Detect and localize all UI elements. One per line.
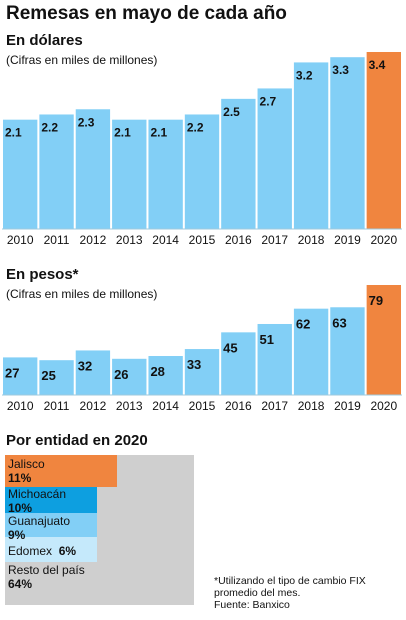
resto-value: 64% bbox=[8, 577, 33, 591]
michoacan-value: 10% bbox=[8, 501, 33, 515]
tick-label-2012: 2012 bbox=[80, 399, 107, 413]
guanajuato-value: 9% bbox=[8, 528, 26, 542]
value-label-2017: 2.7 bbox=[260, 94, 277, 108]
edomex-label: Edomex 6% bbox=[8, 544, 76, 558]
michoacan-label: Michoacán 10% bbox=[8, 487, 66, 515]
value-label-2020: 79 bbox=[369, 293, 383, 308]
value-label-2019: 3.3 bbox=[332, 63, 349, 77]
value-label-2013: 2.1 bbox=[114, 126, 131, 140]
value-label-2014: 28 bbox=[150, 364, 164, 379]
edomex-name: Edomex bbox=[8, 544, 53, 558]
bar-2016 bbox=[221, 98, 256, 230]
bar-2016 bbox=[221, 332, 256, 395]
bar-2020 bbox=[366, 285, 401, 395]
value-label-2010: 2.1 bbox=[5, 126, 22, 140]
tick-label-2019: 2019 bbox=[334, 399, 361, 413]
value-label-2016: 2.5 bbox=[223, 105, 240, 119]
bar-2012 bbox=[75, 350, 111, 395]
tick-label-2020: 2020 bbox=[370, 233, 397, 247]
value-label-2014: 2.1 bbox=[150, 126, 167, 140]
resto-name: Resto del país bbox=[8, 563, 85, 577]
value-label-2012: 32 bbox=[78, 358, 92, 373]
value-label-2015: 2.2 bbox=[187, 120, 204, 134]
dollars-chart-subtitle: (Cifras en miles de millones) bbox=[6, 53, 158, 67]
value-label-2010: 27 bbox=[5, 365, 19, 380]
bar-2015 bbox=[184, 349, 220, 395]
value-label-2020: 3.4 bbox=[369, 58, 386, 72]
tick-label-2018: 2018 bbox=[298, 399, 325, 413]
tick-label-2011: 2011 bbox=[44, 233, 70, 247]
bar-2013 bbox=[112, 119, 147, 229]
tick-label-2011: 2011 bbox=[44, 399, 70, 413]
tick-label-2015: 2015 bbox=[189, 233, 216, 247]
state-area-chart: Jalisco 11% Michoacán 10% Guanajuato 9% … bbox=[5, 455, 194, 605]
value-label-2016: 45 bbox=[223, 340, 237, 355]
tick-label-2012: 2012 bbox=[80, 233, 107, 247]
value-label-2012: 2.3 bbox=[78, 115, 95, 129]
bar-2011 bbox=[39, 360, 74, 395]
bar-2010 bbox=[3, 357, 38, 395]
value-label-2018: 3.2 bbox=[296, 68, 313, 82]
pesos-chart-title: En pesos* bbox=[6, 266, 79, 283]
bar-2018 bbox=[293, 308, 329, 395]
jalisco-name: Jalisco bbox=[8, 457, 45, 471]
edomex-value: 6% bbox=[58, 544, 77, 558]
bar-2014 bbox=[148, 119, 183, 229]
pesos-chart-subtitle: (Cifras en miles de millones) bbox=[6, 287, 158, 301]
tick-label-2019: 2019 bbox=[334, 233, 361, 247]
tick-label-2013: 2013 bbox=[116, 233, 143, 247]
bar-2012 bbox=[75, 109, 111, 229]
state-chart-title: Por entidad en 2020 bbox=[6, 432, 148, 449]
jalisco-value: 11% bbox=[8, 471, 32, 485]
tick-label-2010: 2010 bbox=[7, 399, 34, 413]
tick-label-2016: 2016 bbox=[225, 399, 252, 413]
bar-2020 bbox=[366, 52, 401, 229]
bar-2015 bbox=[184, 114, 220, 229]
footnote: *Utilizando el tipo de cambio FIX promed… bbox=[214, 575, 366, 611]
tick-label-2016: 2016 bbox=[225, 233, 252, 247]
tick-label-2014: 2014 bbox=[152, 399, 179, 413]
tick-label-2017: 2017 bbox=[261, 399, 288, 413]
pesos-bar-chart: 27 2010 25 2011 32 2012 26 2013 28 2014 33 2015 45 20… bbox=[2, 285, 402, 413]
value-label-2019: 63 bbox=[332, 315, 346, 330]
value-label-2013: 26 bbox=[114, 367, 128, 382]
tick-label-2013: 2013 bbox=[116, 399, 143, 413]
page-title: Remesas en mayo de cada año bbox=[6, 3, 287, 24]
footnote-line-1: *Utilizando el tipo de cambio FIX bbox=[214, 575, 366, 587]
value-label-2018: 62 bbox=[296, 317, 310, 332]
footnote-line-2: promedio del mes. bbox=[214, 587, 301, 599]
bar-2017 bbox=[257, 88, 292, 229]
tick-label-2014: 2014 bbox=[152, 233, 179, 247]
guanajuato-label: Guanajuato 9% bbox=[8, 514, 70, 542]
tick-label-2017: 2017 bbox=[261, 233, 288, 247]
bar-2010 bbox=[3, 119, 38, 229]
block-jalisco bbox=[5, 455, 117, 487]
guanajuato-name: Guanajuato bbox=[8, 514, 71, 528]
value-label-2011: 2.2 bbox=[41, 120, 58, 134]
bar-2019 bbox=[330, 307, 365, 395]
tick-label-2015: 2015 bbox=[189, 399, 216, 413]
bar-2013 bbox=[112, 358, 147, 395]
value-label-2011: 25 bbox=[41, 368, 55, 383]
bar-2017 bbox=[257, 323, 292, 395]
footnote-source: Fuente: Banxico bbox=[214, 599, 290, 611]
jalisco-label: Jalisco 11% bbox=[8, 457, 45, 485]
bar-2011 bbox=[39, 114, 74, 229]
tick-label-2018: 2018 bbox=[298, 233, 325, 247]
resto-label: Resto del país 64% bbox=[8, 563, 85, 591]
bar-2019 bbox=[330, 57, 365, 229]
tick-label-2010: 2010 bbox=[7, 233, 34, 247]
tick-label-2020: 2020 bbox=[370, 399, 397, 413]
dollars-chart-title: En dólares bbox=[6, 32, 83, 49]
value-label-2015: 33 bbox=[187, 357, 201, 372]
value-label-2017: 51 bbox=[260, 332, 274, 347]
bar-2014 bbox=[148, 356, 183, 395]
michoacan-name: Michoacán bbox=[8, 487, 67, 501]
bar-2018 bbox=[293, 62, 329, 229]
dollars-bar-chart: 2.1 2010 2.2 2011 2.3 2012 2.1 2013 2.1 2014 2.2 20… bbox=[2, 52, 402, 247]
